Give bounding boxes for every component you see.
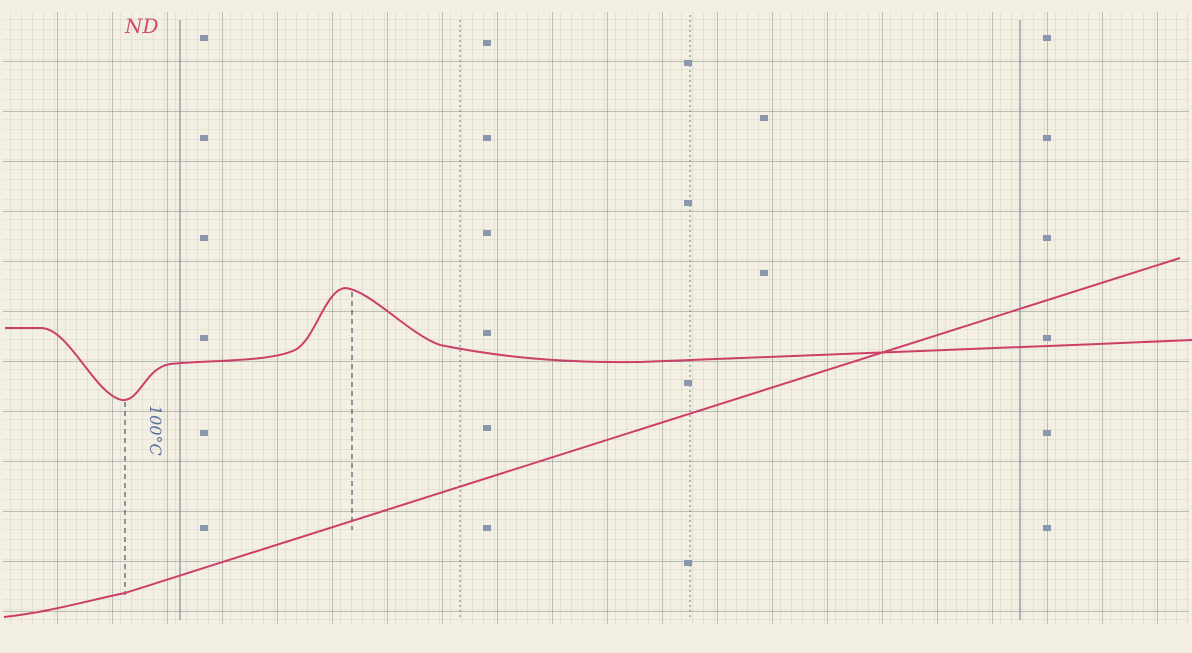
scale-mark [1043, 135, 1051, 141]
scale-mark [483, 40, 491, 46]
scale-mark [483, 525, 491, 531]
scale-mark [200, 135, 208, 141]
scale-mark [483, 135, 491, 141]
scale-mark [684, 60, 692, 66]
guide-lines [124, 292, 353, 595]
scale-mark [483, 330, 491, 336]
scale-mark [684, 560, 692, 566]
scale-mark [1043, 430, 1051, 436]
scale-mark [1043, 525, 1051, 531]
temperature-line [3, 257, 1181, 618]
scale-mark [1043, 335, 1051, 341]
scale-bands [179, 15, 1021, 620]
scale-mark [200, 525, 208, 531]
scale-mark [200, 430, 208, 436]
scale-mark [483, 425, 491, 431]
scale-mark [1043, 235, 1051, 241]
peak-annotation: 100°C [146, 405, 165, 456]
scale-mark [200, 335, 208, 341]
dta-curve [5, 286, 1192, 402]
scale-mark [200, 35, 208, 41]
major-grid [3, 12, 1189, 624]
scale-marks [200, 35, 1051, 566]
scale-mark [200, 235, 208, 241]
scale-mark [760, 115, 768, 121]
scale-mark [684, 380, 692, 386]
scale-mark [760, 270, 768, 276]
scale-mark [483, 230, 491, 236]
scale-mark [1043, 35, 1051, 41]
scale-mark [684, 200, 692, 206]
sample-label: ND [124, 14, 159, 38]
